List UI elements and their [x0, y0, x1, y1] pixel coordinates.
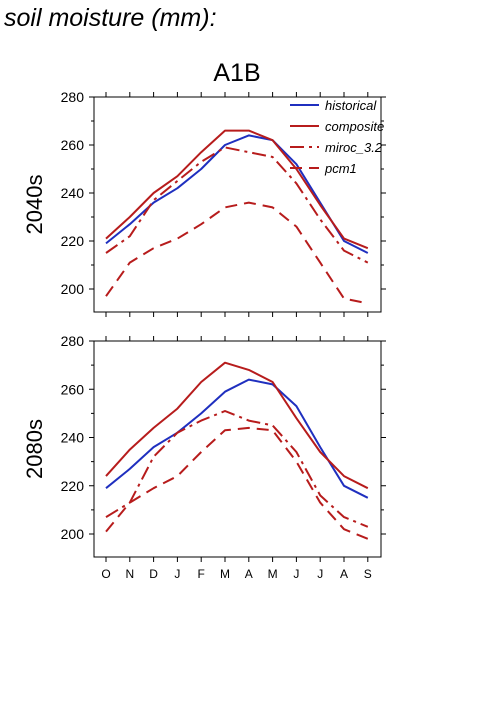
- y-tick-label: 280: [61, 333, 85, 349]
- x-tick-label: O: [101, 567, 110, 581]
- y-tick-label: 260: [61, 381, 85, 397]
- figure-title: A1B: [213, 59, 260, 87]
- y-tick-label: 280: [61, 89, 85, 105]
- y-tick-label: 200: [61, 281, 85, 297]
- series-line-historical: [105, 378, 369, 499]
- y-tick-label: 220: [61, 478, 85, 494]
- y-axis-label: 2040s: [22, 175, 47, 235]
- panel-2080s: 200 220 240 260 280 2080s: [22, 333, 386, 562]
- series-line-pcm1: [105, 201, 368, 305]
- series-line-composite: [105, 361, 369, 490]
- x-tick-label: M: [220, 567, 230, 581]
- x-tick-label: J: [293, 567, 299, 581]
- legend: historical composite miroc_3.2 pcm1: [290, 98, 384, 176]
- page-heading: soil moisture (mm):: [4, 4, 217, 32]
- x-tick-label: D: [149, 567, 158, 581]
- series-line-composite: [105, 129, 369, 250]
- y-tick-label: 260: [61, 137, 85, 153]
- legend-label: miroc_3.2: [325, 140, 383, 155]
- y-tick-label: 220: [61, 233, 85, 249]
- legend-label: historical: [325, 98, 377, 113]
- x-tick-label: J: [317, 567, 323, 581]
- x-tick-label: J: [174, 567, 180, 581]
- y-tick-label: 240: [61, 185, 85, 201]
- x-tick-label: A: [245, 567, 253, 581]
- y-tick-label: 200: [61, 526, 85, 542]
- legend-label: pcm1: [324, 161, 357, 176]
- series-line-miroc-3-2: [105, 146, 369, 264]
- y-tick-label: 240: [61, 430, 85, 446]
- x-tick-label: F: [198, 567, 205, 581]
- legend-label: composite: [325, 119, 384, 134]
- plot-frame: [93, 96, 382, 313]
- x-tick-label: S: [364, 567, 372, 581]
- plot-frame: [93, 340, 382, 558]
- series-line-miroc-3-2: [105, 410, 369, 528]
- x-tick-label: A: [340, 567, 348, 581]
- panel-2040s: 200 220 240 260 280 2040s: [22, 89, 386, 317]
- x-tick-label: N: [125, 567, 134, 581]
- y-axis-label: 2080s: [22, 419, 47, 479]
- x-tick-label: M: [268, 567, 278, 581]
- series-line-pcm1: [105, 426, 369, 540]
